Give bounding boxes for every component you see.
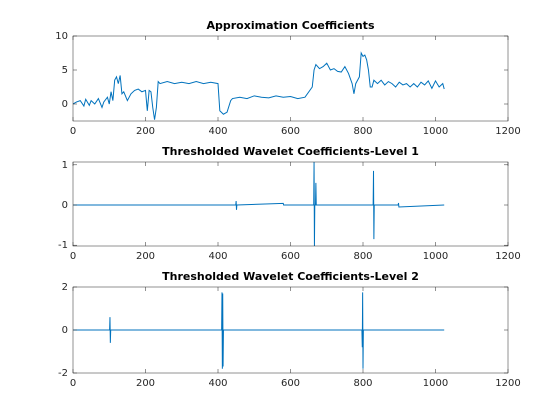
chart-title: Thresholded Wavelet Coefficients-Level 1 [162, 145, 419, 158]
y-tick-label: 0 [62, 200, 68, 211]
x-tick-label: 200 [136, 378, 155, 389]
y-tick-label: 10 [55, 31, 68, 42]
axes-background [73, 162, 508, 246]
y-tick-label: 2 [62, 282, 68, 293]
y-tick-label: 0 [62, 99, 68, 110]
chart-title: Thresholded Wavelet Coefficients-Level 2 [162, 270, 419, 283]
y-tick-label: 5 [62, 65, 68, 76]
x-tick-label: 0 [70, 251, 76, 262]
y-tick-label: -2 [58, 368, 68, 379]
x-tick-label: 400 [208, 378, 227, 389]
x-tick-label: 600 [281, 378, 300, 389]
x-tick-label: 0 [70, 126, 76, 137]
line-series [73, 51, 445, 120]
x-tick-label: 600 [281, 251, 300, 262]
line-series [73, 292, 445, 369]
x-tick-label: 800 [353, 126, 372, 137]
x-tick-label: 0 [70, 378, 76, 389]
subplot: 0 200 400 600 800 1000 1200 0 5 10 Approximation C… [55, 19, 520, 137]
x-tick-label: 1000 [423, 378, 448, 389]
x-tick-label: 1200 [495, 378, 520, 389]
x-tick-label: 800 [353, 378, 372, 389]
x-tick-label: 400 [208, 251, 227, 262]
x-tick-label: 800 [353, 251, 372, 262]
x-tick-label: 1200 [495, 126, 520, 137]
x-tick-label: 600 [281, 126, 300, 137]
x-tick-label: 1000 [423, 251, 448, 262]
y-tick-label: -1 [58, 240, 68, 251]
y-tick-label: 0 [62, 325, 68, 336]
x-tick-label: 400 [208, 126, 227, 137]
x-tick-label: 1200 [495, 251, 520, 262]
axes-background [73, 36, 508, 121]
x-tick-label: 1000 [423, 126, 448, 137]
x-tick-label: 200 [136, 251, 155, 262]
chart-title: Approximation Coefficients [207, 19, 375, 32]
x-tick-label: 200 [136, 126, 155, 137]
line-series [73, 162, 445, 246]
y-tick-label: 1 [62, 160, 68, 171]
